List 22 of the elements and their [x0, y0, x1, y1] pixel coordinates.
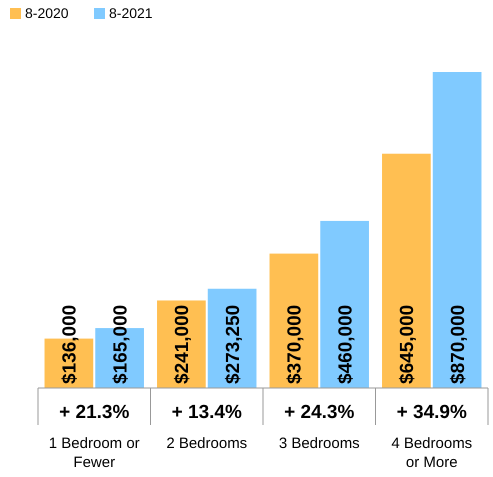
x-tick-label: 2 Bedrooms: [166, 435, 248, 452]
data-label: $645,000: [397, 304, 418, 384]
data-label: $460,000: [335, 304, 356, 384]
text: + 13.4%: [172, 402, 242, 423]
bar: [320, 220, 369, 388]
bar: [382, 154, 431, 388]
x-tick-label: 1 Bedroom or Fewer: [48, 435, 140, 471]
data-label: $136,000: [60, 304, 81, 384]
text: + 21.3%: [59, 402, 130, 423]
data-label: $370,000: [284, 304, 306, 384]
data-label: $870,000: [448, 304, 469, 384]
data-label: $273,250: [222, 304, 244, 384]
legend-label: 8-2020: [25, 5, 69, 21]
data-label: $165,000: [110, 304, 132, 384]
legend-label: 8-2021: [109, 5, 153, 21]
x-tick-label: 4 Bedrooms or More: [391, 435, 472, 471]
bar: [432, 72, 482, 388]
data-label: $241,000: [172, 304, 194, 384]
x-tick-label: 3 Bedrooms: [278, 435, 360, 452]
text: + 34.9%: [396, 402, 467, 423]
text: + 24.3%: [284, 402, 354, 423]
bar: [270, 254, 318, 388]
